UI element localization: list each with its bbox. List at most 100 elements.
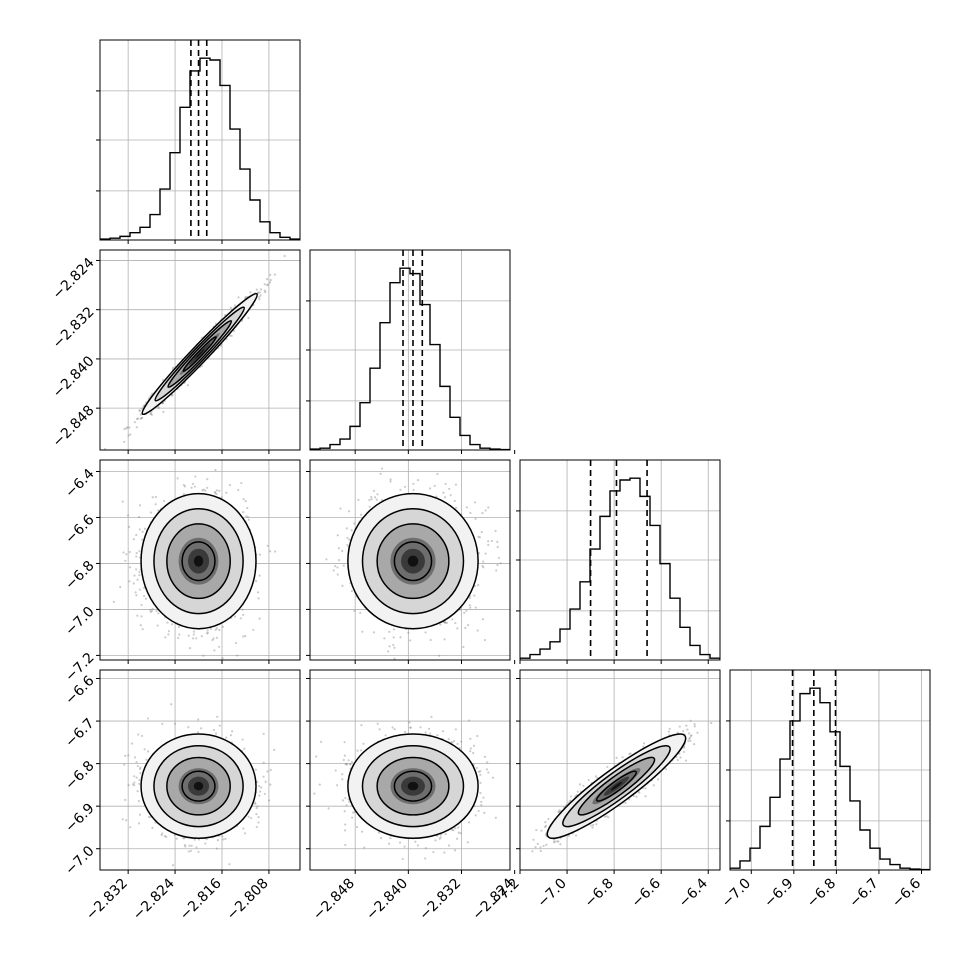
panel-frame-1-0 bbox=[99, 249, 301, 451]
scatter-point bbox=[204, 842, 207, 845]
scatter-point bbox=[678, 752, 681, 755]
scatter-point bbox=[211, 638, 214, 642]
scatter-point bbox=[263, 283, 266, 286]
scatter-point bbox=[124, 559, 127, 562]
scatter-point bbox=[443, 621, 447, 624]
scatter-point bbox=[392, 636, 395, 639]
scatter-point bbox=[112, 600, 115, 603]
scatter-point bbox=[690, 734, 693, 737]
scatter-point bbox=[255, 825, 258, 829]
scatter-point bbox=[171, 394, 174, 397]
scatter-point bbox=[149, 610, 152, 614]
x-tick-label: −6.6 bbox=[889, 875, 924, 910]
scatter-point bbox=[336, 573, 339, 576]
scatter-point bbox=[479, 770, 482, 773]
scatter-point bbox=[200, 635, 203, 638]
scatter-point bbox=[532, 838, 535, 841]
y-tick-label: −2.840 bbox=[50, 353, 98, 401]
scatter-point bbox=[214, 628, 217, 631]
scatter-point bbox=[557, 810, 560, 814]
scatter-point bbox=[252, 628, 255, 632]
scatter-point bbox=[206, 486, 209, 489]
scatter-point bbox=[273, 748, 276, 751]
panel-frame-3-2 bbox=[519, 669, 721, 871]
scatter-point bbox=[139, 417, 142, 420]
scatter-point bbox=[149, 412, 152, 415]
scatter-point bbox=[515, 846, 517, 848]
scatter-point bbox=[193, 485, 196, 488]
scatter-point bbox=[343, 741, 346, 744]
scatter-point bbox=[664, 768, 668, 771]
scatter-point bbox=[438, 837, 441, 840]
scatter-point bbox=[269, 768, 272, 772]
density-level bbox=[193, 555, 204, 567]
scatter-point bbox=[373, 496, 377, 499]
scatter-point bbox=[337, 559, 341, 562]
scatter-point bbox=[515, 851, 517, 853]
scatter-point bbox=[393, 646, 396, 649]
x-tick-label: −6.9 bbox=[761, 876, 796, 911]
scatter-point bbox=[206, 629, 209, 632]
scatter-point bbox=[182, 484, 185, 487]
scatter-point bbox=[225, 736, 228, 739]
scatter-point bbox=[269, 783, 272, 786]
scatter-point bbox=[429, 638, 432, 642]
scatter-point bbox=[242, 827, 245, 830]
scatter-point bbox=[464, 626, 467, 629]
scatter-point bbox=[255, 288, 258, 291]
scatter-point bbox=[141, 538, 144, 541]
scatter-point bbox=[325, 558, 328, 561]
scatter-point bbox=[175, 837, 178, 840]
y-tick-label: −7.0 bbox=[62, 843, 97, 878]
contour-line bbox=[141, 292, 258, 416]
scatter-point bbox=[138, 813, 142, 816]
scatter-point bbox=[258, 553, 262, 556]
scatter-point bbox=[127, 784, 130, 787]
scatter-point bbox=[133, 784, 136, 787]
contour-line bbox=[140, 492, 257, 630]
scatter-point bbox=[376, 722, 379, 725]
scatter-point bbox=[497, 556, 501, 560]
scatter-point bbox=[467, 821, 471, 824]
scatter-point bbox=[144, 597, 148, 600]
scatter-point bbox=[389, 478, 392, 481]
scatter-point bbox=[140, 603, 143, 607]
scatter-point bbox=[214, 468, 217, 472]
scatter-point bbox=[482, 566, 485, 569]
scatter-point bbox=[224, 837, 227, 840]
scatter-point bbox=[414, 840, 417, 843]
scatter-point bbox=[145, 758, 148, 761]
scatter-point bbox=[136, 790, 139, 793]
x-tick-label: −6.8 bbox=[582, 876, 617, 911]
scatter-point bbox=[594, 775, 597, 778]
x-tick-label: −6.8 bbox=[804, 876, 839, 911]
scatter-point bbox=[242, 511, 245, 514]
scatter-point bbox=[266, 544, 269, 547]
scatter-point bbox=[190, 844, 193, 847]
scatter-point bbox=[480, 530, 483, 534]
scatter-point bbox=[138, 409, 142, 412]
scatter-point bbox=[567, 834, 571, 837]
scatter-point bbox=[443, 851, 446, 854]
scatter-point bbox=[255, 807, 258, 810]
scatter-point bbox=[192, 633, 195, 636]
scatter-point bbox=[465, 506, 468, 509]
scatter-point bbox=[161, 722, 164, 725]
scatter-point bbox=[346, 536, 349, 540]
histogram-panel-1 bbox=[310, 250, 510, 450]
scatter-point bbox=[443, 638, 446, 641]
scatter-point bbox=[693, 723, 696, 726]
scatter-point bbox=[135, 776, 138, 779]
scatter-point bbox=[240, 481, 243, 485]
scatter-point bbox=[189, 849, 192, 852]
scatter-point bbox=[477, 770, 481, 774]
scatter-point bbox=[487, 540, 490, 543]
x-tick-label: −2.816 bbox=[177, 875, 225, 923]
scatter-point bbox=[254, 802, 257, 806]
scatter-point bbox=[438, 654, 441, 657]
scatter-point bbox=[427, 727, 431, 730]
scatter-point bbox=[350, 529, 353, 532]
scatter-point bbox=[214, 732, 218, 735]
scatter-point bbox=[482, 560, 485, 563]
scatter-point bbox=[474, 517, 477, 520]
